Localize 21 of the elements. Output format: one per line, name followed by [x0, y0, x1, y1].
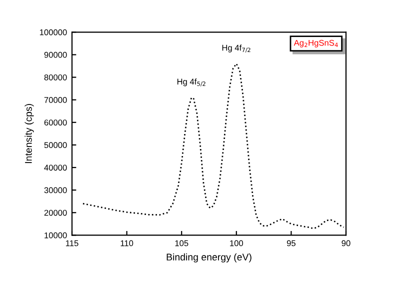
x-tick-label: 105 [175, 240, 188, 246]
y-tick-label: 20000 [44, 210, 67, 216]
x-tick-label: 95 [286, 240, 296, 246]
y-tick-label: 40000 [44, 164, 67, 171]
y-tick-label: 60000 [44, 120, 67, 126]
y-tick-label: 70000 [44, 97, 67, 103]
y-tick-label: 50000 [44, 142, 67, 148]
x-axis-title: Binding energy (eV) [166, 253, 252, 262]
y-tick-label: 10000 [44, 232, 67, 238]
text: Ag$_{2}$HgSnS$_{4}$ [294, 40, 338, 48]
x-tick-label: 110 [120, 240, 134, 246]
y-tick-label: 90000 [44, 52, 67, 58]
y-axis-title: Intensity (cps) [24, 104, 34, 164]
x-tick-label: 100 [230, 240, 244, 246]
x-tick-label: 115 [66, 240, 78, 246]
y-tick-label: 80000 [44, 74, 67, 80]
annotation: Hg 4f$_{5/2}$ [177, 78, 206, 86]
y-tick-label: 100000 [40, 29, 67, 36]
annotation: Hg 4f$_{7/2}$ [222, 44, 250, 53]
x-tick-label: 90 [342, 240, 350, 246]
y-tick-label: 30000 [44, 187, 67, 194]
